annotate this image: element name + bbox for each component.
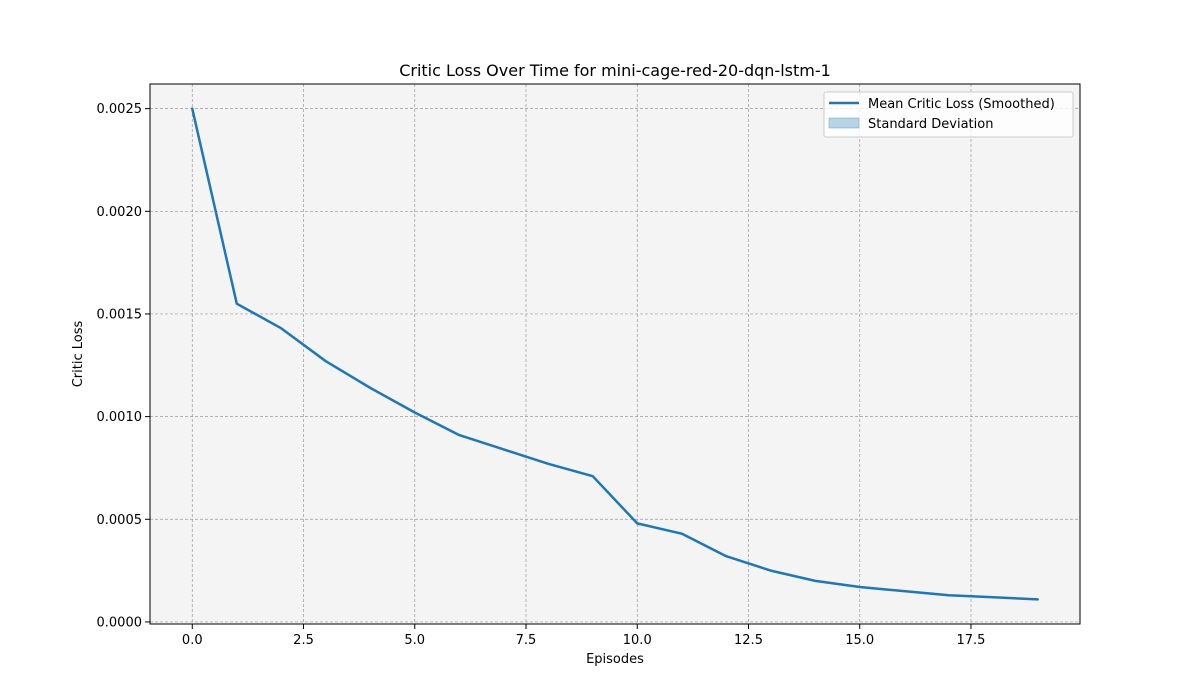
x-tick-label: 0.0 [182,633,203,648]
x-tick-label: 2.5 [293,633,314,648]
x-tick-label: 15.0 [845,633,874,648]
x-axis-label: Episodes [586,652,644,667]
x-tick-label: 12.5 [734,633,763,648]
series-layer [191,107,1039,601]
x-tick-label: 10.0 [623,633,652,648]
plot-area [150,84,1080,624]
y-tick-label: 0.0000 [97,615,143,630]
y-tick-label: 0.0025 [97,102,143,117]
x-tick-label: 5.0 [404,633,425,648]
legend: Mean Critic Loss (Smoothed) Standard Dev… [823,91,1074,138]
x-tick-label: 7.5 [516,633,537,648]
series-line-mean-critic-loss [191,107,1039,601]
y-tick-label: 0.0015 [97,307,143,322]
y-tick-label: 0.0020 [97,205,143,220]
y-axis-label: Critic Loss [71,321,86,388]
y-tick-label: 0.0005 [97,513,143,528]
y-tick-label: 0.0010 [97,410,143,425]
y-axis-ticks: 0.0000 0.0005 0.0010 0.0015 0.0020 0.0025 [97,102,150,630]
legend-band-swatch [828,117,860,129]
x-axis-ticks: 0.0 2.5 5.0 7.5 10.0 12.5 15.0 17.5 [182,624,986,648]
plot-frame [149,83,1081,625]
legend-label-std: Standard Deviation [868,117,993,132]
chart-title: Critic Loss Over Time for mini-cage-red-… [399,61,831,80]
legend-label-mean: Mean Critic Loss (Smoothed) [868,97,1055,112]
x-tick-label: 17.5 [957,633,986,648]
legend-box [823,91,1074,138]
